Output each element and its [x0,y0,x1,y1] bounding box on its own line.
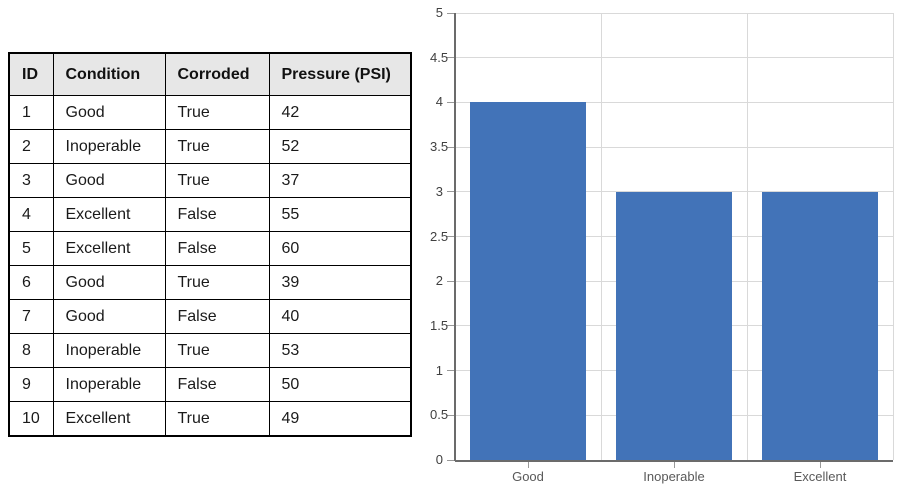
gridline-v [892,13,894,460]
y-tick-label: 4 [435,94,443,110]
cell-corroded: True [164,265,270,300]
cell-corroded: True [164,333,270,368]
table-row: 4 Excellent False 55 [8,197,412,232]
cell-id: 6 [8,265,54,300]
table-row: 9 Inoperable False 50 [8,367,412,402]
table-row: 8 Inoperable True 53 [8,333,412,368]
cell-condition: Excellent [52,231,166,266]
column-header-id: ID [8,52,54,96]
cell-pressure-psi: 53 [268,333,412,368]
gridline-v [746,13,748,460]
y-tick-label: 3 [435,183,443,199]
cell-corroded: True [164,163,270,198]
cell-pressure-psi: 50 [268,367,412,402]
column-header-pressure-psi: Pressure (PSI) [268,52,412,96]
y-tick-label: 0.5 [430,407,449,423]
y-tick [447,191,454,193]
y-tick [447,370,454,372]
cell-pressure-psi: 52 [268,129,412,164]
y-tick-label: 4.5 [430,49,449,65]
x-axis-line [455,460,893,462]
y-tick [447,325,454,327]
cell-corroded: True [164,401,270,437]
y-tick-label: 5 [435,5,443,20]
cell-id: 10 [8,401,54,437]
bar-inoperable [615,191,733,460]
x-tick [527,461,529,468]
y-tick-label: 3.5 [430,139,449,155]
gridline-v [600,13,602,460]
x-tick-label: Inoperable [643,469,705,484]
table-row: 1 Good True 42 [8,95,412,130]
gridline-h [455,57,893,59]
x-tick-label: Excellent [793,469,847,484]
y-tick [447,57,454,59]
y-tick-label: 2.5 [430,228,449,244]
table-row: 7 Good False 40 [8,299,412,334]
data-table: ID Condition Corroded Pressure (PSI) 1 Good T… [8,52,412,437]
cell-corroded: True [164,129,270,164]
y-tick [447,146,454,148]
cell-id: 1 [8,95,54,130]
cell-id: 5 [8,231,54,266]
cell-id: 9 [8,367,54,402]
table-row: 10 Excellent True 49 [8,401,412,437]
cell-condition: Good [52,163,166,198]
cell-pressure-psi: 40 [268,299,412,334]
cell-id: 7 [8,299,54,334]
x-tick-label: Good [512,469,544,484]
cell-id: 4 [8,197,54,232]
cell-condition: Inoperable [52,129,166,164]
table-row: 3 Good True 37 [8,163,412,198]
cell-pressure-psi: 39 [268,265,412,300]
cell-condition: Excellent [52,401,166,437]
table-header-row: ID Condition Corroded Pressure (PSI) [8,52,412,96]
gridline-h [455,101,893,103]
cell-corroded: False [164,299,270,334]
cell-corroded: False [164,367,270,402]
x-tick [819,461,821,468]
y-tick-label: 1.5 [430,317,449,333]
cell-condition: Good [52,95,166,130]
y-tick-label: 2 [435,273,443,289]
y-tick [447,236,454,237]
cell-pressure-psi: 55 [268,197,412,232]
bar-chart: 0 0.5 1 1.5 2 2.5 3 3.5 4 4.5 5 Good Inoperable Excel… [430,0,904,487]
cell-id: 2 [8,129,54,164]
y-axis-line [454,13,456,461]
cell-condition: Good [52,299,166,334]
x-tick [673,461,675,468]
cell-condition: Inoperable [52,367,166,402]
y-tick [447,12,454,14]
cell-condition: Inoperable [52,333,166,368]
cell-pressure-psi: 37 [268,163,412,198]
table-row: 6 Good True 39 [8,265,412,300]
cell-pressure-psi: 42 [268,95,412,130]
column-header-corroded: Corroded [164,52,270,96]
cell-id: 3 [8,163,54,198]
cell-corroded: False [164,197,270,232]
y-tick [447,459,454,461]
y-tick [447,280,454,282]
bar-excellent [761,191,879,460]
cell-condition: Excellent [52,197,166,232]
cell-pressure-psi: 49 [268,401,412,437]
cell-corroded: False [164,231,270,266]
bar-good [469,102,587,460]
table-row: 5 Excellent False 60 [8,231,412,266]
cell-id: 8 [8,333,54,368]
gridline-h [455,12,893,14]
y-tick-label: 0 [435,452,443,467]
cell-pressure-psi: 60 [268,231,412,266]
table-body: 1 Good True 42 2 Inoperable True 52 3 Good True 37 4… [8,95,412,437]
cell-condition: Good [52,265,166,300]
column-header-condition: Condition [52,52,166,96]
y-tick-label: 1 [435,362,443,378]
y-tick [447,101,454,103]
y-tick [447,414,454,416]
gridline-h [455,146,893,148]
table-row: 2 Inoperable True 52 [8,129,412,164]
cell-corroded: True [164,95,270,130]
